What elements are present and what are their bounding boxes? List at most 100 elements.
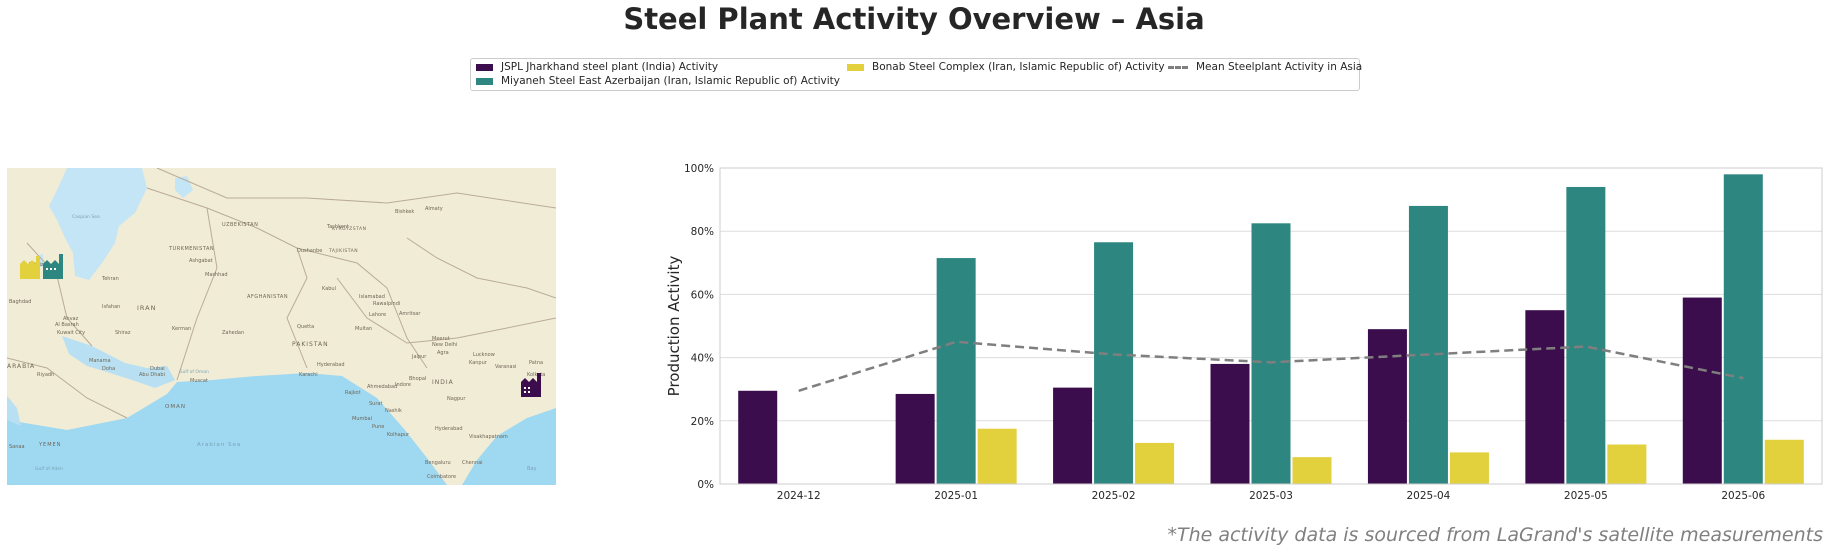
map-label: Islamabad	[359, 294, 385, 300]
x-tick-label: 2025-02	[1092, 490, 1136, 502]
bar	[1210, 363, 1250, 484]
map-label: Quetta	[297, 324, 314, 330]
bar	[1367, 329, 1407, 484]
y-tick-label: 100%	[684, 163, 714, 175]
map-label: Kabul	[322, 286, 336, 292]
chart-legend: JSPL Jharkhand steel plant (India) Activ…	[470, 58, 1363, 91]
map-label: Surat	[369, 401, 382, 407]
mean-activity-line	[798, 340, 1744, 392]
bar	[1607, 444, 1647, 484]
map-label: Agra	[437, 350, 449, 356]
map-label: Indore	[395, 382, 411, 388]
map-label: Riyadh	[37, 372, 54, 378]
map-label: Isfahan	[102, 304, 120, 310]
map-label: Dushanbe	[297, 248, 322, 254]
map-label: Caspian Sea	[72, 214, 100, 220]
bar	[1251, 223, 1291, 485]
map-label: Mumbai	[352, 416, 372, 422]
arabian-sea	[7, 373, 447, 485]
map-label: Kuwait City	[57, 330, 85, 336]
map-label: Kerman	[172, 326, 191, 332]
map-label: IRAN	[137, 304, 156, 312]
y-axis-label: Production Activity	[665, 256, 683, 397]
plot-frame	[719, 167, 1823, 485]
legend-swatch-jspl	[476, 63, 493, 71]
map-label: Gulf of Oman	[179, 369, 209, 375]
map-label: Ahmedabad	[367, 384, 397, 390]
map-label: Meerut	[432, 336, 450, 342]
bar	[1764, 439, 1804, 484]
bar	[1525, 310, 1565, 484]
marker-jspl	[521, 373, 541, 397]
map-label: Ahvaz	[63, 316, 79, 322]
legend-swatch-mean	[1168, 65, 1188, 69]
bar	[1682, 297, 1722, 484]
bar	[1566, 186, 1606, 484]
persian-gulf	[62, 336, 175, 388]
bar	[977, 428, 1017, 484]
map-label: Sanaa	[9, 444, 25, 450]
bar	[738, 390, 778, 484]
asia-map: Caspian Sea UZBEKISTAN TURKMENISTAN KYRG…	[7, 168, 556, 485]
map-label: Varanasi	[495, 364, 516, 370]
map-label: Mashhad	[205, 272, 228, 278]
map-label: New Delhi	[432, 342, 457, 348]
map-label: Hyderabad	[435, 426, 463, 432]
y-tick-label: 0%	[697, 479, 714, 491]
map-label: Jaipur	[411, 354, 427, 360]
map-label: Coimbatore	[427, 474, 456, 480]
legend-item-bonab: Bonab Steel Complex (Iran, Islamic Repub…	[847, 61, 1165, 73]
x-tick-label: 2025-04	[1406, 490, 1450, 502]
map-label: Bay	[527, 466, 536, 472]
bar	[1292, 457, 1332, 484]
map-label: Kanpur	[469, 360, 488, 366]
map-label: Dubai	[150, 366, 165, 372]
caspian-sea	[49, 168, 147, 280]
bar	[1723, 174, 1763, 484]
map-label: UZBEKISTAN	[222, 222, 258, 228]
map-label: KYRGYZSTAN	[332, 226, 366, 232]
map-label: ARABIA	[7, 363, 35, 370]
page-title: Steel Plant Activity Overview – Asia	[623, 2, 1205, 36]
bar	[895, 393, 935, 484]
map-label: Arabian Sea	[197, 442, 241, 448]
map-label-group: Caspian Sea UZBEKISTAN TURKMENISTAN KYRG…	[7, 206, 545, 480]
bar	[1053, 387, 1093, 484]
map-label: Bengaluru	[425, 460, 451, 466]
map-label: INDIA	[432, 379, 454, 386]
map-svg: Caspian Sea UZBEKISTAN TURKMENISTAN KYRG…	[7, 168, 556, 485]
map-label: Nagpur	[447, 396, 466, 402]
map-borders	[7, 168, 556, 419]
y-axis-ticks: 0% 20% 40% 60% 80% 100%	[684, 163, 714, 491]
marker-miyaneh	[43, 254, 63, 279]
map-label: Bhopal	[409, 376, 426, 382]
x-tick-label: 2025-05	[1564, 490, 1608, 502]
bar	[1094, 242, 1134, 484]
legend-item-jspl: JSPL Jharkhand steel plant (India) Activ…	[476, 61, 718, 73]
map-label: Nashik	[385, 408, 402, 414]
map-label: Zahedan	[222, 330, 244, 336]
map-label: Hyderabad	[317, 362, 345, 368]
map-label: Baghdad	[9, 299, 31, 305]
map-label: Patna	[529, 360, 543, 366]
map-label: Manama	[89, 358, 111, 364]
x-tick-label: 2025-03	[1249, 490, 1293, 502]
map-label: TAJIKISTAN	[328, 248, 358, 254]
map-label: Amritsar	[399, 311, 421, 317]
map-label: Karachi	[299, 372, 318, 378]
map-label: Al Basrah	[55, 322, 79, 328]
x-tick-label: 2025-06	[1721, 490, 1765, 502]
map-label: YEMEN	[38, 442, 61, 448]
map-label: OMAN	[165, 404, 186, 410]
x-tick-label: 2025-01	[934, 490, 978, 502]
bars-layer	[738, 174, 1804, 485]
map-label: Kolkata	[527, 372, 545, 378]
map-label: Kolhapur	[387, 432, 410, 438]
map-label: Gulf of Aden	[35, 466, 63, 472]
legend-label-mean: Mean Steelplant Activity in Asia	[1196, 61, 1363, 73]
map-label: Muscat	[190, 378, 208, 384]
marker-bonab	[20, 256, 40, 279]
map-label: Tehran	[101, 276, 119, 282]
map-label: Abu Dhabi	[139, 372, 165, 378]
